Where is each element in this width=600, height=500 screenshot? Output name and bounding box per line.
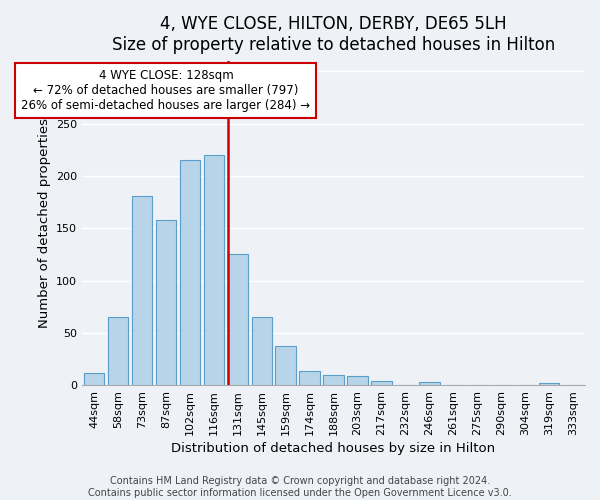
X-axis label: Distribution of detached houses by size in Hilton: Distribution of detached houses by size … [172,442,496,455]
Bar [108,317,128,385]
Bar [203,155,224,385]
Bar [323,374,344,385]
Bar [156,220,176,385]
Y-axis label: Number of detached properties: Number of detached properties [38,118,50,328]
Bar [347,376,368,385]
Text: Contains HM Land Registry data © Crown copyright and database right 2024.
Contai: Contains HM Land Registry data © Crown c… [88,476,512,498]
Text: 4 WYE CLOSE: 128sqm
← 72% of detached houses are smaller (797)
26% of semi-detac: 4 WYE CLOSE: 128sqm ← 72% of detached ho… [22,70,310,112]
Bar [84,372,104,385]
Title: 4, WYE CLOSE, HILTON, DERBY, DE65 5LH
Size of property relative to detached hous: 4, WYE CLOSE, HILTON, DERBY, DE65 5LH Si… [112,15,555,54]
Bar [371,381,392,385]
Bar [132,196,152,385]
Bar [419,382,440,385]
Bar [179,160,200,385]
Bar [275,346,296,385]
Bar [251,317,272,385]
Bar [227,254,248,385]
Bar [539,383,559,385]
Bar [299,370,320,385]
